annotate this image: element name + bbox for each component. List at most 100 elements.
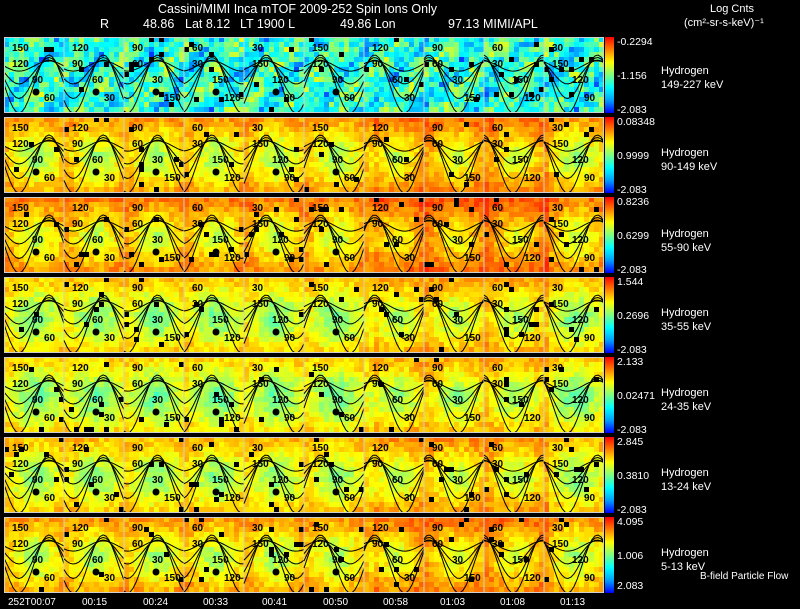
heatmap-cell <box>194 207 199 212</box>
heatmap-cell <box>439 122 444 127</box>
heatmap-cell <box>589 97 594 102</box>
heatmap-cell <box>559 137 564 142</box>
heatmap-cell <box>189 52 194 57</box>
heatmap-cell <box>144 232 149 237</box>
heatmap-cell <box>314 72 319 77</box>
heatmap-cell <box>419 212 424 217</box>
heatmap-cell <box>74 87 79 92</box>
heatmap-cell <box>119 212 124 217</box>
heatmap-cell <box>119 227 124 232</box>
heatmap-cell <box>254 207 259 212</box>
heatmap-cell <box>114 132 119 137</box>
heatmap-cell <box>394 232 399 237</box>
heatmap-cell <box>519 107 524 112</box>
heatmap-cell <box>279 227 284 232</box>
heatmap-cell <box>129 72 134 77</box>
heatmap-cell <box>74 42 79 47</box>
heatmap-cell <box>514 157 519 162</box>
heatmap-cell <box>314 97 319 102</box>
heatmap-cell <box>329 232 334 237</box>
heatmap-cell <box>314 227 319 232</box>
heatmap-cell <box>579 182 584 187</box>
heatmap-cell <box>194 142 199 147</box>
heatmap-cell <box>589 42 594 47</box>
heatmap-cell <box>594 137 599 142</box>
heatmap-cell <box>349 152 354 157</box>
heatmap-cell <box>199 162 204 167</box>
heatmap-cell <box>429 37 434 42</box>
heatmap-cell <box>174 222 179 227</box>
heatmap-cell <box>224 62 229 67</box>
heatmap-cell <box>499 202 504 207</box>
heatmap-cell <box>284 162 289 167</box>
heatmap-cell <box>584 87 589 92</box>
heatmap-cell <box>429 197 434 202</box>
heatmap-cell <box>599 92 604 97</box>
heatmap-cell <box>539 97 544 102</box>
heatmap-cell <box>29 132 34 137</box>
heatmap-cell <box>579 197 584 202</box>
heatmap-cell <box>159 237 164 242</box>
heatmap-cell <box>379 232 384 237</box>
heatmap-cell <box>289 227 294 232</box>
heatmap-cell <box>69 227 74 232</box>
heatmap-cell <box>384 37 389 42</box>
heatmap-cell <box>229 187 234 192</box>
heatmap-cell <box>574 232 579 237</box>
heatmap-cell <box>229 72 234 77</box>
heatmap-cell <box>524 42 529 47</box>
heatmap-cell <box>309 47 314 52</box>
heatmap-cell <box>204 172 209 177</box>
heatmap-cell <box>549 137 554 142</box>
heatmap-cell <box>154 157 159 162</box>
heatmap-cell <box>4 127 9 132</box>
heatmap-cell <box>344 232 349 237</box>
heatmap-cell <box>264 157 269 162</box>
heatmap-cell <box>219 237 224 242</box>
spectrogram-panel-2: 150 120 90 60 120 90 60 30 90 60 30 150 60 30 150 120 30… <box>4 117 604 193</box>
heatmap-cell <box>174 182 179 187</box>
heatmap-cell <box>339 122 344 127</box>
heatmap-cell <box>449 222 454 227</box>
heatmap-cell <box>369 162 374 167</box>
heatmap-cell <box>239 87 244 92</box>
heatmap-cell <box>4 227 9 232</box>
heatmap-cell <box>504 237 509 242</box>
heatmap-cell <box>479 107 484 112</box>
heatmap-cell <box>84 97 89 102</box>
planet-marker <box>332 88 340 96</box>
heatmap-cell <box>429 67 434 72</box>
heatmap-cell <box>34 152 39 157</box>
heatmap-cell <box>469 47 474 52</box>
heatmap-cell <box>514 187 519 192</box>
heatmap-cell <box>304 142 309 147</box>
heatmap-cell <box>384 177 389 182</box>
heatmap-cell <box>389 212 394 217</box>
heatmap-cell <box>244 57 249 62</box>
heatmap-cell <box>84 182 89 187</box>
heatmap-cell <box>419 42 424 47</box>
heatmap-cell <box>29 162 34 167</box>
heatmap-cell <box>114 42 119 47</box>
heatmap-cell <box>464 92 469 97</box>
heatmap-cell <box>209 87 214 92</box>
contour-label: 120 <box>224 93 241 104</box>
heatmap-cell <box>419 182 424 187</box>
heatmap-cell <box>329 152 334 157</box>
contour-label: 150 <box>212 75 229 86</box>
heatmap-cell <box>594 157 599 162</box>
heatmap-cell <box>184 147 189 152</box>
heatmap-cell <box>159 147 164 152</box>
heatmap-cell <box>124 222 129 227</box>
heatmap-cell <box>529 97 534 102</box>
heatmap-cell <box>124 197 129 202</box>
heatmap-cell <box>414 197 419 202</box>
heatmap-cell <box>344 52 349 57</box>
contour-line <box>243 140 305 152</box>
heatmap-cell <box>419 137 424 142</box>
heatmap-cell <box>424 87 429 92</box>
heatmap-cell <box>374 212 379 217</box>
heatmap-cell <box>149 237 154 242</box>
heatmap-cell <box>249 157 254 162</box>
heatmap-cell <box>374 172 379 177</box>
